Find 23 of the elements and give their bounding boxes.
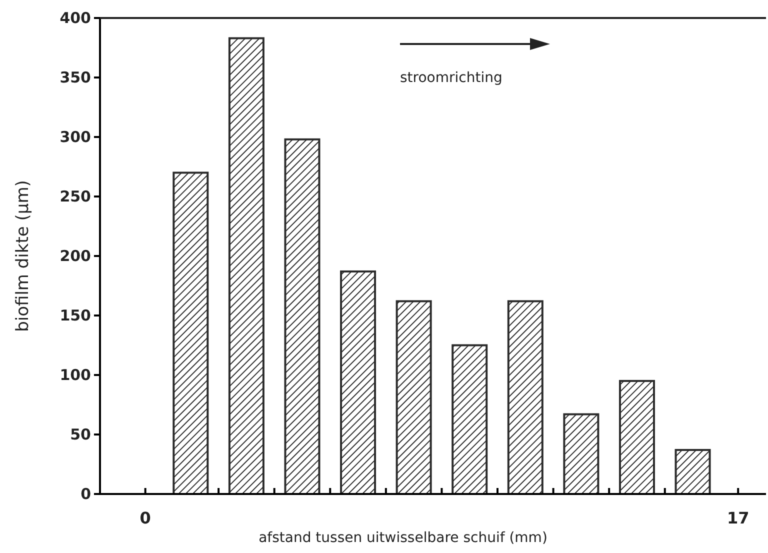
x-tick-label: 17 [726, 508, 750, 528]
bar [452, 344, 488, 495]
bar [618, 380, 655, 495]
y-tick-label: 250 [60, 187, 91, 206]
y-tick-label: 50 [70, 425, 91, 444]
y-tick-label: 0 [80, 484, 91, 503]
bar [228, 37, 264, 495]
y-tick-label: 200 [60, 246, 91, 265]
bar [396, 300, 432, 495]
bar [507, 300, 544, 495]
annotation: stroomrichting [400, 70, 502, 86]
y-tick-label: 300 [60, 128, 91, 146]
bar [340, 270, 376, 495]
y-tick-label: 400 [60, 8, 91, 27]
bar [674, 448, 711, 495]
y-tick-label: 150 [60, 306, 91, 324]
y-tick-label: 350 [60, 68, 91, 86]
bar [284, 138, 320, 495]
x-axis-title: afstand tussen uitwisselbare schuif (mm) [258, 530, 548, 546]
bar [563, 413, 600, 495]
y-axis-title: biofilm dikte (μm) [13, 180, 33, 332]
y-tick-label: 100 [60, 366, 91, 384]
bar [172, 172, 209, 495]
